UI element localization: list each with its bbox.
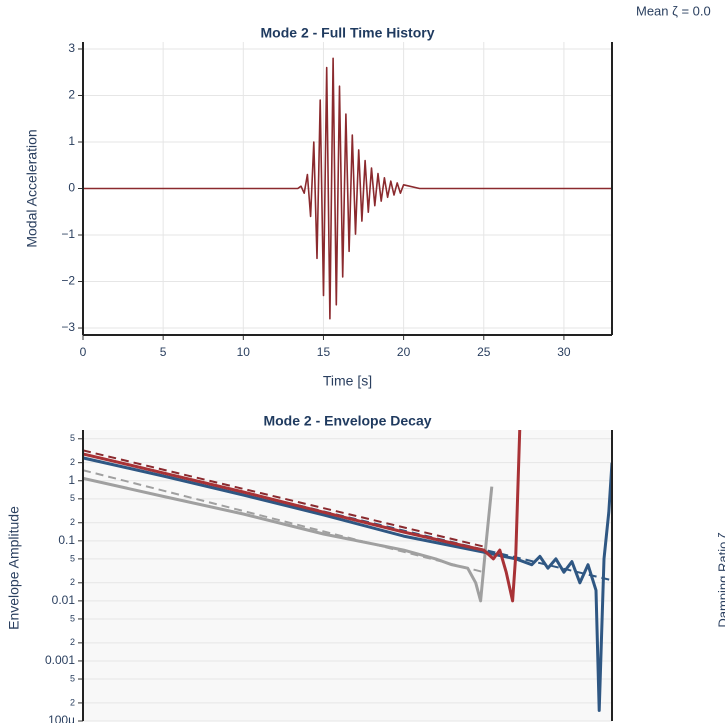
y-tick-label: 5 — [70, 613, 75, 623]
y-tick-label: 2 — [70, 457, 75, 467]
chart-title: Mode 2 - Envelope Decay — [263, 413, 431, 429]
y-tick-label: 100µ — [48, 713, 75, 723]
series-line — [83, 476, 494, 603]
x-axis-label: Time [s] — [323, 373, 372, 389]
x-tick-label: 25 — [477, 345, 491, 359]
series-line — [83, 456, 612, 712]
x-tick-label: 15 — [317, 345, 331, 359]
series-line — [83, 57, 612, 320]
y-axis-label: Envelope Amplitude — [6, 506, 22, 630]
y-tick-label: −2 — [61, 274, 75, 288]
y-axis-label: Modal Acceleration — [24, 129, 40, 247]
y-tick-label: 2 — [70, 577, 75, 587]
y-tick-label: 5 — [70, 493, 75, 503]
series-line — [83, 449, 485, 548]
damping-axis-label: Damping Ratio ζ — [715, 532, 725, 628]
y-tick-label: 2 — [70, 697, 75, 707]
y-tick-label: 5 — [70, 553, 75, 563]
mean-damping: Mean ζ = 0.0 — [636, 3, 711, 18]
y-tick-label: 1 — [68, 473, 75, 487]
y-tick-label: 5 — [70, 433, 75, 443]
x-tick-label: 20 — [397, 345, 411, 359]
x-tick-label: 10 — [237, 345, 251, 359]
y-tick-label: 0.001 — [45, 653, 75, 667]
y-tick-label: 3 — [68, 41, 75, 55]
x-tick-label: 0 — [80, 345, 87, 359]
y-tick-label: 2 — [70, 637, 75, 647]
y-tick-label: 0 — [68, 181, 75, 195]
y-tick-label: 0.01 — [52, 593, 76, 607]
series-line — [83, 430, 522, 603]
y-tick-label: 5 — [70, 673, 75, 683]
y-tick-label: 2 — [70, 517, 75, 527]
x-tick-label: 5 — [160, 345, 167, 359]
y-tick-label: 2 — [68, 88, 75, 102]
y-tick-label: 1 — [68, 134, 75, 148]
y-tick-label: −3 — [61, 320, 75, 334]
y-tick-label: 0.1 — [58, 533, 75, 547]
chart-title: Mode 2 - Full Time History — [261, 25, 435, 41]
x-tick-label: 30 — [557, 345, 571, 359]
chart: Mode 2 - Envelope Decay 5 2 1 5 2 0.1 5 2 0.01 5 2 0… — [6, 413, 613, 723]
y-tick-label: −1 — [61, 227, 75, 241]
